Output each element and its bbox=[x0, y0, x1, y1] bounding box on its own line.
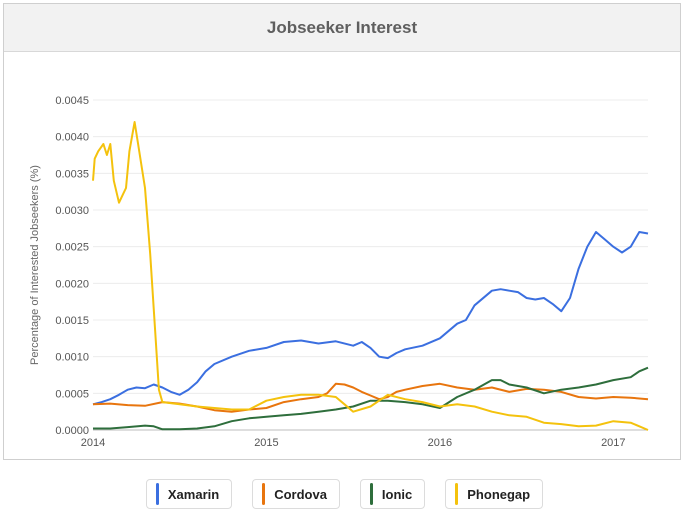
y-tick-label: 0.0035 bbox=[55, 168, 89, 180]
legend-swatch bbox=[155, 483, 159, 505]
legend-label: Xamarin bbox=[167, 486, 220, 502]
y-tick-label: 0.0040 bbox=[55, 132, 89, 144]
panel-header: Jobseeker Interest bbox=[4, 4, 680, 52]
series-line-phonegap bbox=[92, 121, 649, 431]
legend-swatch bbox=[369, 483, 373, 505]
legend-label: Phonegap bbox=[467, 486, 531, 502]
series-line-xamarin bbox=[92, 231, 649, 406]
x-tick-label: 2014 bbox=[81, 437, 105, 449]
legend-label: Ionic bbox=[381, 486, 413, 502]
x-tick-label: 2016 bbox=[428, 437, 452, 449]
legend-item-phonegap[interactable]: Phonegap bbox=[445, 479, 544, 509]
y-tick-label: 0.0005 bbox=[55, 388, 89, 400]
x-tick-label: 2017 bbox=[601, 437, 625, 449]
y-tick-label: 0.0000 bbox=[55, 425, 89, 437]
y-tick-label: 0.0030 bbox=[55, 205, 89, 217]
legend-swatch bbox=[455, 483, 459, 505]
legend: Xamarin Cordova Ionic Phonegap bbox=[0, 479, 689, 509]
chart-title: Jobseeker Interest bbox=[266, 17, 418, 37]
legend-label: Cordova bbox=[274, 486, 327, 502]
series-line-ionic bbox=[93, 366, 649, 431]
y-tick-label: 0.0010 bbox=[55, 352, 89, 364]
y-tick-label: 0.0015 bbox=[55, 315, 89, 327]
x-tick-label: 2015 bbox=[254, 437, 278, 449]
line-chart: 0.0000 0.0005 0.0010 0.0015 0.0020 0.0025 0.00… bbox=[29, 95, 649, 449]
y-tick-label: 0.0045 bbox=[55, 95, 89, 107]
legend-item-cordova[interactable]: Cordova bbox=[252, 479, 340, 509]
y-tick-label: 0.0020 bbox=[55, 278, 89, 290]
y-tick-label: 0.0025 bbox=[55, 242, 89, 254]
legend-item-ionic[interactable]: Ionic bbox=[359, 479, 426, 509]
legend-item-xamarin[interactable]: Xamarin bbox=[145, 479, 233, 509]
y-axis-label: Percentage of Interested Jobseekers (%) bbox=[29, 165, 41, 365]
legend-swatch bbox=[262, 483, 266, 505]
